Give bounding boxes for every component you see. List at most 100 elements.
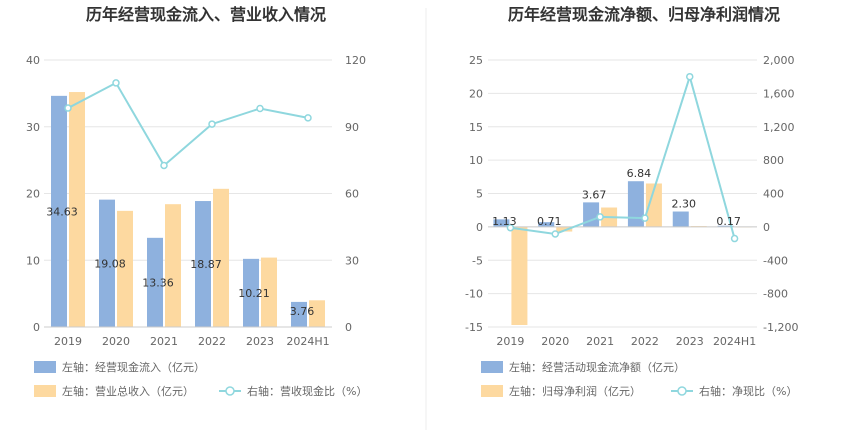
chart2-legend-swatch: [481, 361, 503, 373]
chart2-legend-label: 左轴：经营活动现金流净额（亿元）: [509, 360, 685, 374]
chart1-legend-label: 左轴：经营现金流入（亿元）: [62, 360, 205, 374]
chart1-legend-swatch: [34, 385, 56, 397]
chart2-category-label: 2022: [631, 335, 659, 348]
chart1-bar-primary: [195, 201, 211, 327]
chart1-bar-secondary: [117, 210, 133, 327]
chart1-right-tick-label: 30: [345, 254, 359, 267]
chart2-left-tick-label: 5: [476, 188, 483, 201]
chart1-left-tick-label: 30: [26, 121, 40, 134]
chart1-bar-primary: [291, 301, 307, 327]
chart1-legend-label: 左轴：营业总收入（亿元）: [62, 384, 194, 398]
chart1-category-label: 2020: [102, 335, 130, 348]
chart2-data-label: 0.17: [716, 215, 741, 228]
chart2-bar-secondary: [511, 226, 528, 325]
chart1-right-tick-label: 90: [345, 121, 359, 134]
chart2-right-tick-label: 2,000: [763, 54, 795, 67]
chart1-category-label: 2024H1: [286, 335, 329, 348]
chart2-data-label: 3.67: [582, 188, 607, 201]
chart2-right-tick-label: 400: [763, 188, 784, 201]
chart1-category-label: 2021: [150, 335, 178, 348]
chart2-ratio-line: [510, 73, 736, 239]
chart2-category-label: 2024H1: [713, 335, 756, 348]
chart2-category-label: 2019: [496, 335, 524, 348]
chart2-bar-primary: [672, 211, 689, 227]
chart2-legend-swatch: [481, 385, 503, 397]
chart2-ratio-point: [730, 234, 739, 243]
chart1-data-label: 19.08: [94, 257, 126, 270]
chart2-bar-primary: [627, 181, 644, 227]
chart1-bar-secondary: [261, 257, 277, 327]
chart2-right-tick-label: -1,200: [763, 321, 798, 334]
chart2-ratio-point: [506, 223, 515, 232]
chart2-ratio-point: [551, 230, 559, 238]
chart1-bar-primary: [147, 237, 163, 327]
chart1-legend-swatch: [34, 361, 56, 373]
chart1-right-tick-label: 0: [345, 321, 352, 334]
chart1-left-tick-label: 40: [26, 54, 40, 67]
chart1-data-label: 18.87: [190, 258, 222, 271]
chart2-legend-label: 左轴：归母净利润（亿元）: [509, 384, 641, 398]
chart1-legend-line-marker: [225, 386, 235, 396]
chart2-title: 历年经营现金流净额、归母净利润情况: [508, 5, 780, 24]
chart1-bar-primary: [243, 258, 259, 327]
chart1-bar-secondary: [165, 204, 181, 327]
chart1-ratio-line: [67, 81, 309, 168]
chart2-data-label: 2.30: [672, 198, 697, 211]
chart2-ratio-point: [641, 214, 649, 222]
chart1-right-tick-label: 60: [345, 188, 359, 201]
chart2-category-label: 2021: [586, 335, 614, 348]
chart1-data-label: 10.21: [238, 287, 270, 300]
chart2-left-tick-label: 15: [469, 121, 483, 134]
chart1-title: 历年经营现金流入、营业收入情况: [86, 5, 326, 24]
chart1-data-label: 3.76: [290, 305, 315, 318]
chart2-left-tick-label: -5: [472, 254, 483, 267]
chart2-right-tick-label: 1,600: [763, 87, 795, 100]
chart2-data-label: 1.13: [492, 215, 517, 228]
chart1-category-label: 2023: [246, 335, 274, 348]
chart2-right-tick-label: 1,200: [763, 121, 795, 134]
chart2-bar-primary: [538, 222, 555, 227]
chart2-left-tick-label: -15: [465, 321, 483, 334]
chart1-ratio-point: [112, 79, 120, 87]
chart1-category-label: 2019: [54, 335, 82, 348]
chart1-legend-label: 右轴：营收现金比（%）: [247, 384, 367, 398]
chart1-ratio-point: [208, 120, 216, 128]
chart2-category-label: 2020: [541, 335, 569, 348]
chart2-left-tick-label: 20: [469, 87, 483, 100]
chart2-ratio-point: [596, 213, 604, 221]
chart2-bar-primary: [717, 225, 734, 227]
chart1-left-tick-label: 0: [33, 321, 40, 334]
chart2-left-tick-label: 0: [476, 221, 483, 234]
chart2-bar-primary: [493, 219, 510, 227]
chart1-data-label: 13.36: [142, 276, 174, 289]
chart2-legend-label: 右轴：净现比（%）: [699, 384, 797, 398]
chart1-left-tick-label: 20: [26, 188, 40, 201]
chart1-ratio-point: [64, 104, 72, 112]
chart1-bar-secondary: [69, 92, 85, 327]
chart2-right-tick-label: -400: [763, 254, 788, 267]
chart1-ratio-point: [256, 104, 264, 113]
chart2-right-tick-label: -800: [763, 288, 788, 301]
chart2-bar-secondary: [645, 183, 662, 227]
chart2-right-tick-label: 0: [763, 221, 770, 234]
chart2-legend-line-marker: [677, 386, 687, 396]
chart2-left-tick-label: -10: [465, 288, 483, 301]
chart1-category-label: 2022: [198, 335, 226, 348]
chart2-right-tick-label: 800: [763, 154, 784, 167]
chart2-data-label: 6.84: [627, 167, 652, 180]
chart2-ratio-point: [686, 72, 694, 81]
chart1-data-label: 34.63: [46, 205, 78, 218]
chart1-ratio-point: [160, 161, 168, 170]
chart2-left-tick-label: 10: [469, 154, 483, 167]
chart1-left-tick-label: 10: [26, 254, 40, 267]
chart1-bar-secondary: [309, 300, 325, 327]
chart2-data-label: 0.71: [537, 215, 562, 228]
chart2-bar-secondary: [556, 226, 573, 232]
chart2-category-label: 2023: [676, 335, 704, 348]
chart1-bar-primary: [51, 95, 67, 327]
chart2-bar-primary: [583, 202, 600, 227]
chart1-right-tick-label: 120: [345, 54, 366, 67]
chart1-bar-primary: [99, 199, 115, 327]
chart1-bar-secondary: [213, 188, 229, 327]
